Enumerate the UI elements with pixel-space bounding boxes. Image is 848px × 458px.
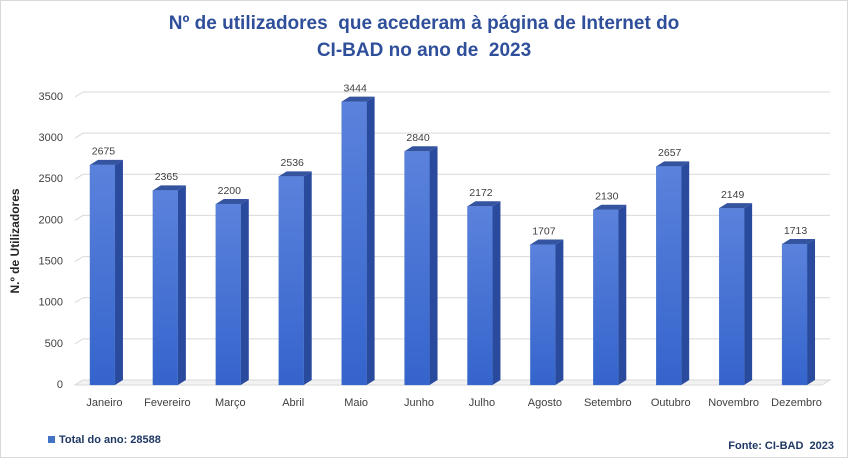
value-label: 3444 xyxy=(343,82,367,94)
value-label: 2657 xyxy=(658,147,682,159)
y-tick-label: 3500 xyxy=(39,91,63,103)
grid-line xyxy=(74,338,830,345)
bar-top xyxy=(593,204,627,210)
bar xyxy=(89,164,116,386)
y-tick-label: 500 xyxy=(45,338,63,350)
x-tick-label: Janeiro xyxy=(86,397,122,409)
bar-side xyxy=(807,239,816,385)
x-tick-label: Dezembro xyxy=(771,397,822,409)
value-label: 1707 xyxy=(532,225,556,237)
bar-top xyxy=(782,239,816,245)
bar-side xyxy=(744,203,753,385)
chart-title: CI-BAD no ano de 2023 xyxy=(317,40,531,61)
x-tick-label: Março xyxy=(215,397,246,409)
x-tick-label: Abril xyxy=(282,397,304,409)
x-tick-label: Agosto xyxy=(528,397,562,409)
y-tick-label: 0 xyxy=(57,379,63,391)
y-tick-label: 3000 xyxy=(39,132,63,144)
grid-line xyxy=(74,173,830,180)
grid-line xyxy=(74,132,830,139)
bar xyxy=(404,151,430,386)
bar xyxy=(593,209,619,386)
bar-side xyxy=(303,171,312,385)
bar xyxy=(781,243,808,386)
grid-line xyxy=(74,297,830,304)
grid-line xyxy=(74,214,830,221)
y-tick-label: 2500 xyxy=(39,173,63,185)
y-tick-label: 2000 xyxy=(39,214,63,226)
grid-line xyxy=(74,256,830,262)
bar-side xyxy=(429,146,438,385)
legend-swatch xyxy=(48,436,55,443)
bar-top xyxy=(404,146,438,152)
chart-title: Nº de utilizadores que acederam à página… xyxy=(169,13,680,34)
x-tick-label: Junho xyxy=(404,397,434,409)
bar-top xyxy=(152,185,186,191)
bar-top xyxy=(530,239,564,245)
bar-side xyxy=(177,185,186,385)
bar xyxy=(656,166,682,386)
value-label: 1713 xyxy=(784,225,808,237)
bar-top xyxy=(656,161,690,167)
bar xyxy=(530,244,556,386)
bar-side xyxy=(114,159,123,385)
grid-line xyxy=(74,91,830,98)
x-tick-label: Fevereiro xyxy=(144,397,190,409)
bar xyxy=(152,190,179,386)
bar xyxy=(215,203,241,386)
bar xyxy=(278,176,304,386)
value-label: 2365 xyxy=(155,171,179,183)
bar-side xyxy=(366,96,375,385)
bar-top xyxy=(278,171,312,177)
bar-side xyxy=(681,161,690,385)
bar-top xyxy=(719,203,753,209)
value-label: 2840 xyxy=(406,132,430,144)
bar-top xyxy=(341,96,375,102)
bar xyxy=(718,208,745,386)
value-label: 2675 xyxy=(92,146,116,158)
bar xyxy=(467,206,493,386)
value-label: 2200 xyxy=(218,185,242,197)
bar-side xyxy=(492,201,501,385)
y-axis-title: N.º de Utilizadores xyxy=(8,188,22,293)
value-label: 2172 xyxy=(469,187,493,199)
bar-side xyxy=(555,239,564,385)
value-label: 2149 xyxy=(721,189,745,201)
bar xyxy=(341,101,367,386)
x-tick-label: Outubro xyxy=(651,397,691,409)
bar-side xyxy=(240,198,249,385)
y-tick-label: 1500 xyxy=(39,255,63,267)
value-label: 2130 xyxy=(595,191,619,203)
floor xyxy=(73,379,832,386)
source: Fonte: CI-BAD 2023 xyxy=(728,440,834,452)
x-tick-label: Julho xyxy=(469,397,495,409)
bar-side xyxy=(618,204,627,385)
bar-top xyxy=(215,198,249,204)
legend-label: Total do ano: 28588 xyxy=(59,434,161,446)
value-label: 2536 xyxy=(281,157,305,169)
bar-top xyxy=(89,159,123,165)
x-tick-label: Novembro xyxy=(708,397,759,409)
bar-top xyxy=(467,201,501,207)
x-tick-label: Maio xyxy=(344,397,368,409)
x-tick-label: Setembro xyxy=(584,397,632,409)
y-tick-label: 1000 xyxy=(39,297,63,309)
